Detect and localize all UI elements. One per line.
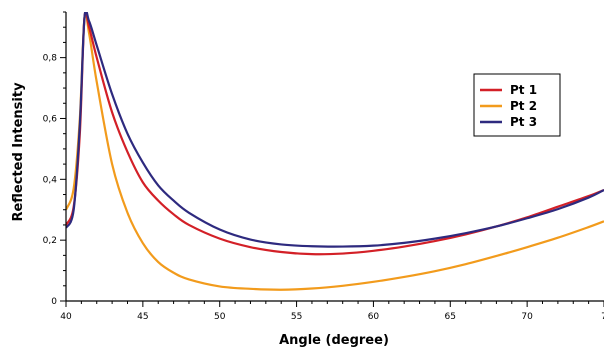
series-line-pt-2: [66, 12, 604, 291]
y-tick-label: 0,2: [43, 236, 57, 246]
legend-label: Pt 2: [510, 99, 537, 113]
axes: 40455055606570700,20,40,60,8: [43, 11, 604, 322]
x-axis-title: Angle (degree): [279, 333, 389, 348]
x-tick-label: 55: [291, 312, 302, 322]
x-tick-label: 65: [445, 312, 456, 322]
legend-label: Pt 3: [510, 115, 537, 129]
y-tick-label: 0: [51, 297, 57, 307]
y-tick-label: 0,6: [43, 114, 58, 124]
y-axis-title: Reflected Intensity: [11, 82, 26, 222]
legend-label: Pt 1: [510, 83, 537, 97]
x-tick-label: 45: [137, 312, 148, 322]
x-tick-label: 50: [214, 312, 226, 322]
series-layer: [66, 12, 604, 291]
legend: Pt 1 Pt 2 Pt 3: [473, 73, 561, 137]
x-tick-label: 70: [521, 312, 533, 322]
x-tick-label: 60: [368, 312, 380, 322]
series-line-pt-3: [66, 12, 604, 248]
x-tick-label: 40: [60, 312, 72, 322]
y-tick-label: 0,4: [43, 175, 58, 185]
y-tick-label: 0,8: [43, 54, 58, 64]
x-tick-label: 7: [601, 312, 604, 322]
